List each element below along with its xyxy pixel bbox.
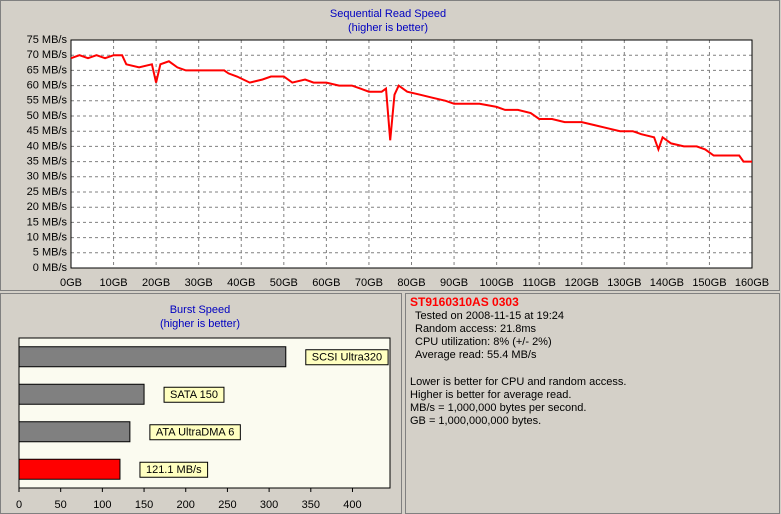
y-tick-label: 20 MB/s [27,201,68,213]
y-tick-label: 40 MB/s [27,140,68,152]
note-line: Higher is better for average read. [410,389,571,401]
x-tick-label: 400 [343,499,361,511]
y-tick-label: 30 MB/s [27,171,68,183]
bar-label-box [139,461,209,478]
x-tick-label: 30GB [185,277,213,289]
x-tick-label: 70GB [355,277,383,289]
x-tick-label: 80GB [397,277,425,289]
bar-label: SCSI Ultra320 [312,352,382,364]
bar-label-box [305,349,389,366]
y-tick-label: 50 MB/s [27,110,68,122]
y-tick-label: 35 MB/s [27,156,68,168]
x-tick-label: 20GB [142,277,170,289]
note-line: GB = 1,000,000,000 bytes. [410,415,541,427]
x-tick-label: 140GB [650,277,684,289]
info-line: CPU utilization: 8% (+/- 2%) [415,336,552,348]
y-tick-label: 10 MB/s [27,232,68,244]
x-tick-label: 100GB [480,277,514,289]
plot-border [18,337,391,489]
bar-label-box [149,424,241,441]
bar-label: 121.1 MB/s [146,464,202,476]
y-tick-label: 45 MB/s [27,125,68,137]
note-line: MB/s = 1,000,000 bytes per second. [410,402,586,414]
bar [18,346,287,368]
x-tick-label: 350 [302,499,320,511]
plot-border [70,39,753,269]
y-tick-label: 5 MB/s [33,247,68,259]
x-tick-label: 130GB [607,277,641,289]
note-line: Lower is better for CPU and random acces… [410,376,626,388]
x-tick-label: 150 [135,499,153,511]
x-tick-label: 150GB [692,277,726,289]
bar [18,421,131,443]
info-line: Random access: 21.8ms [415,323,537,335]
read-speed-line [70,54,752,163]
chart-title: Sequential Read Speed [330,8,446,20]
x-tick-label: 200 [177,499,195,511]
x-tick-label: 120GB [565,277,599,289]
x-tick-label: 0 [16,499,22,511]
bar-label: SATA 150 [170,389,218,401]
bar-label-box [163,386,225,403]
bar [18,383,145,405]
x-tick-label: 0GB [60,277,82,289]
x-tick-label: 100 [93,499,111,511]
y-tick-label: 25 MB/s [27,186,68,198]
y-tick-label: 70 MB/s [27,49,68,61]
info-line: Tested on 2008-11-15 at 19:24 [415,310,564,322]
y-tick-label: 75 MB/s [27,34,68,46]
bar-label: ATA UltraDMA 6 [156,427,234,439]
x-tick-label: 250 [218,499,236,511]
x-tick-label: 60GB [312,277,340,289]
burst-subtitle: (higher is better) [160,318,240,330]
y-tick-label: 55 MB/s [27,95,68,107]
drive-name: ST9160310AS 0303 [410,295,519,309]
y-tick-label: 60 MB/s [27,80,68,92]
x-tick-label: 40GB [227,277,255,289]
x-tick-label: 50GB [270,277,298,289]
chart-subtitle: (higher is better) [348,22,428,34]
x-tick-label: 300 [260,499,278,511]
x-tick-label: 90GB [440,277,468,289]
y-tick-label: 15 MB/s [27,216,68,228]
y-tick-label: 65 MB/s [27,64,68,76]
x-tick-label: 10GB [99,277,127,289]
bar [18,458,121,480]
info-line: Average read: 55.4 MB/s [415,349,537,361]
x-tick-label: 110GB [522,277,555,289]
burst-title: Burst Speed [170,304,231,316]
x-tick-label: 160GB [735,277,769,289]
x-tick-label: 50 [55,499,67,511]
y-tick-label: 0 MB/s [33,262,68,274]
